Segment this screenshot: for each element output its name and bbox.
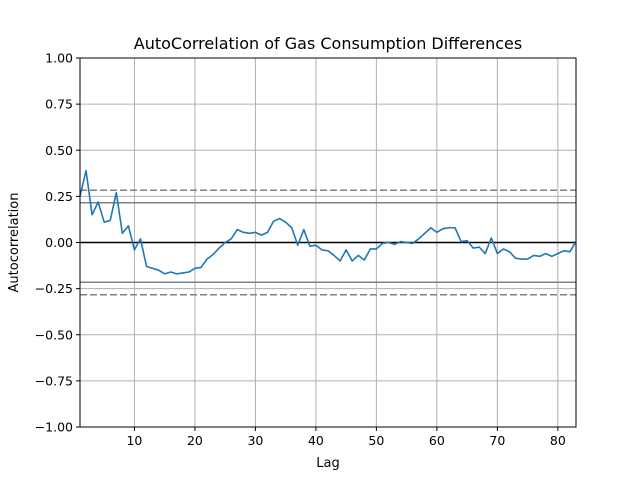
x-tick-label: 30 [247, 433, 263, 448]
y-tick-label: −0.75 [35, 373, 73, 388]
autocorrelation-series [79, 169, 577, 275]
autocorrelation-line [79, 169, 577, 275]
x-tick-label: 70 [489, 433, 505, 448]
y-tick-label: −0.25 [35, 281, 73, 296]
y-tick-label: 0.50 [45, 143, 73, 158]
y-tick-label: 0.75 [45, 97, 73, 112]
y-axis-ticks: −1.00 −0.75 −0.50 −0.25 0.00 0.25 0.50 0.75 1.00 [35, 51, 80, 435]
x-tick-label: 40 [308, 433, 324, 448]
y-tick-label: 0.25 [45, 189, 73, 204]
x-tick-label: 10 [126, 433, 142, 448]
x-tick-label: 50 [368, 433, 384, 448]
y-axis-label: Autocorrelation [7, 193, 22, 293]
x-axis-label: Lag [316, 456, 339, 471]
y-tick-label: −0.50 [35, 327, 73, 342]
y-tick-label: 1.00 [45, 51, 73, 66]
y-tick-label: −1.00 [35, 420, 73, 435]
x-tick-label: 20 [187, 433, 203, 448]
x-axis-ticks: 10 20 30 40 50 60 70 80 [126, 427, 566, 448]
x-tick-label: 80 [550, 433, 566, 448]
chart-title: AutoCorrelation of Gas Consumption Diffe… [134, 34, 522, 53]
confidence-band-lines [80, 189, 576, 296]
y-tick-label: 0.00 [45, 235, 73, 250]
x-tick-label: 60 [429, 433, 445, 448]
